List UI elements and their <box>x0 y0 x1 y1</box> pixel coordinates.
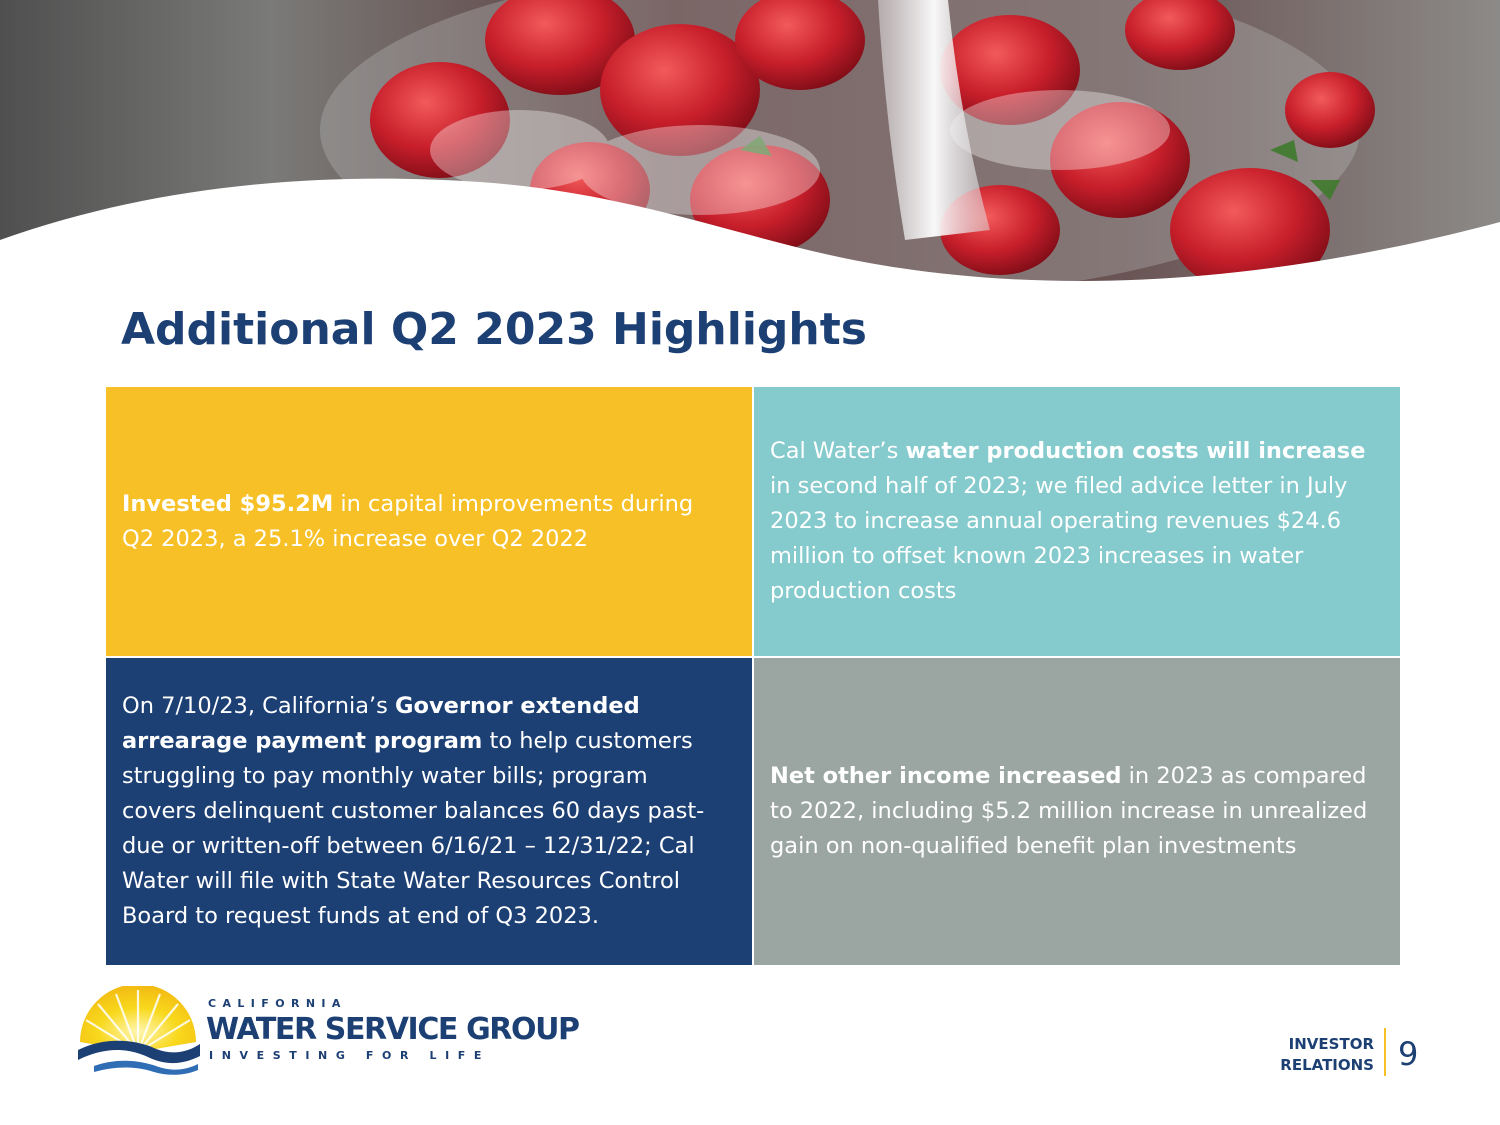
footer-divider <box>1384 1028 1386 1076</box>
header-photo <box>0 0 1500 300</box>
highlight-text: Cal Water’s water production costs will … <box>770 434 1376 609</box>
ir-line-2: RELATIONS <box>1280 1056 1374 1074</box>
highlight-text: On 7/10/23, California’s Governor extend… <box>122 689 728 934</box>
logo-tagline: INVESTING FOR LIFE <box>209 1049 491 1062</box>
ir-line-1: INVESTOR <box>1288 1035 1374 1053</box>
highlight-lead: Cal Water’s <box>770 438 906 464</box>
highlight-emphasis: Governor extended arrearage payment prog… <box>122 693 640 754</box>
highlight-body: in 2023 as compared to 2022, including $… <box>770 763 1368 859</box>
company-logo: CALIFORNIA WATER SERVICE GROUP INVESTING… <box>76 986 596 1076</box>
highlight-text: Invested $95.2M in capital improvements … <box>122 487 728 557</box>
highlight-capital-investment: Invested $95.2M in capital improvements … <box>106 387 752 656</box>
highlight-body: in second half of 2023; we filed advice … <box>770 473 1348 604</box>
investor-relations-label: INVESTOR RELATIONS <box>1262 1034 1374 1076</box>
highlight-emphasis: Invested $95.2M <box>122 490 334 517</box>
page-title: Additional Q2 2023 Highlights <box>121 304 867 355</box>
highlight-body: in capital improvements during Q2 2023, … <box>122 490 694 552</box>
strawberries-water-photo <box>0 0 1500 300</box>
logo-main-line: WATER SERVICE GROUP <box>206 1012 580 1047</box>
highlight-text: Net other income increased in 2023 as co… <box>770 759 1376 864</box>
page-number: 9 <box>1398 1035 1419 1073</box>
highlight-body: to help customers struggling to pay mont… <box>122 728 705 929</box>
highlight-other-income: Net other income increased in 2023 as co… <box>754 658 1400 965</box>
sun-wave-icon <box>78 986 200 1075</box>
highlight-arrearage-program: On 7/10/23, California’s Governor extend… <box>106 658 752 965</box>
highlight-emphasis: water production costs will increase <box>905 438 1366 464</box>
highlight-emphasis: Net other income increased <box>770 763 1122 789</box>
highlights-grid: Invested $95.2M in capital improvements … <box>106 387 1402 965</box>
logo-top-line: CALIFORNIA <box>208 997 347 1010</box>
highlight-production-costs: Cal Water’s water production costs will … <box>754 387 1400 656</box>
highlight-lead: On 7/10/23, California’s <box>122 693 396 719</box>
